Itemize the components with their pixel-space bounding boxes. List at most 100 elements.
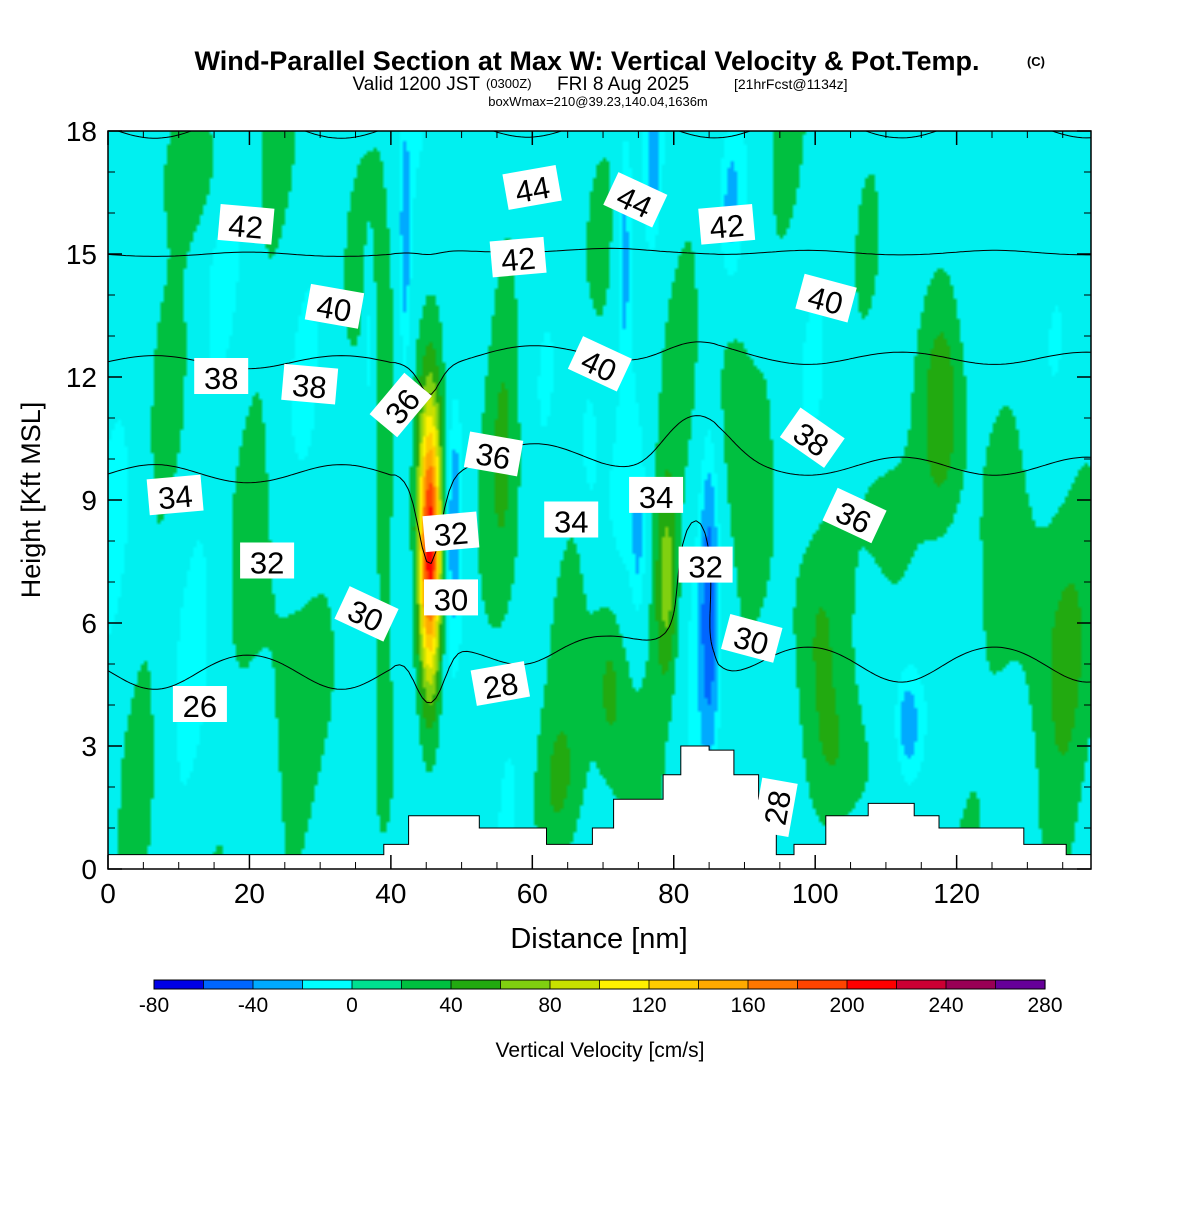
box-info: boxWmax=210@39.23,140.04,1636m	[488, 94, 708, 109]
y-tick-label: 18	[66, 116, 97, 147]
theta-label: 30	[721, 614, 783, 663]
colorbar-swatch	[253, 980, 304, 989]
chart-title-mark: (C)	[1027, 54, 1045, 69]
theta-label: 38	[779, 407, 845, 468]
x-tick-label: 40	[375, 878, 406, 909]
y-tick-label: 6	[81, 608, 97, 639]
x-axis-label: Distance [nm]	[510, 923, 687, 955]
theta-label: 32	[422, 511, 480, 553]
colorbar-swatch	[154, 980, 205, 989]
x-tick-label: 20	[234, 878, 265, 909]
theta-label-text: 40	[314, 289, 354, 329]
theta-label-text: 38	[204, 361, 238, 396]
theta-label-text: 42	[500, 241, 537, 279]
theta-label-text: 28	[758, 788, 798, 828]
colorbar-swatch	[451, 980, 502, 989]
terrain	[108, 745, 1091, 869]
colorbar-tick-label: 120	[631, 994, 666, 1017]
theta-label: 38	[194, 358, 249, 396]
theta-label: 34	[629, 476, 684, 515]
theta-label: 42	[489, 236, 547, 279]
chart-title: Wind-Parallel Section at Max W: Vertical…	[195, 46, 980, 76]
theta-label-text: 42	[708, 208, 745, 246]
colorbar-swatch	[550, 980, 601, 989]
theta-label-text: 36	[473, 436, 513, 476]
theta-label-text: 38	[291, 368, 328, 406]
colorbar-tick-label: -80	[139, 994, 169, 1017]
y-tick-label: 0	[81, 854, 97, 885]
x-tick-label: 100	[792, 878, 839, 909]
theta-label-text: 34	[157, 478, 194, 516]
y-tick-label: 3	[81, 731, 97, 762]
theta-contour-26	[108, 520, 1091, 704]
theta-label: 26	[172, 686, 227, 724]
colorbar-label: Vertical Velocity [cm/s]	[496, 1039, 705, 1062]
colorbar-tick-label: 200	[829, 994, 864, 1017]
theta-label-text: 32	[688, 550, 722, 585]
theta-label: 40	[567, 336, 633, 392]
valid-prefix: Valid 1200 JST	[353, 74, 481, 95]
colorbar-tick-label: 280	[1027, 994, 1062, 1017]
theta-label: 40	[795, 273, 857, 323]
colorbar-swatch	[748, 980, 799, 989]
theta-label: 42	[217, 204, 275, 246]
colorbar-swatch	[599, 980, 650, 989]
theta-label-text: 28	[481, 666, 521, 706]
colorbar-swatch	[401, 980, 452, 989]
theta-label: 44	[502, 165, 562, 210]
colorbar-swatch	[896, 980, 947, 989]
theta-label-text: 34	[639, 480, 673, 515]
colorbar-swatch	[302, 980, 353, 989]
theta-label: 28	[470, 661, 531, 706]
theta-label: 38	[281, 363, 339, 406]
colorbar-swatch	[946, 980, 997, 989]
colorbar-swatch	[847, 980, 898, 989]
theta-contour-29	[108, 247, 1091, 257]
colorbar-swatch	[352, 980, 403, 989]
theta-label-text: 32	[250, 546, 284, 581]
y-tick-label: 15	[66, 239, 97, 270]
x-tick-label: 0	[100, 878, 116, 909]
x-tick-label: 120	[933, 878, 980, 909]
theta-contour-27	[108, 415, 1091, 565]
colorbar-swatch	[500, 980, 551, 989]
theta-label: 40	[304, 283, 365, 329]
valid-forecast: [21hrFcst@1134z]	[734, 76, 848, 92]
theta-label: 34	[146, 474, 204, 516]
theta-label-text: 44	[513, 170, 553, 210]
y-tick-label: 12	[66, 362, 97, 393]
valid-date: FRI 8 Aug 2025	[557, 74, 689, 95]
theta-label-text: 34	[554, 505, 588, 540]
colorbar-swatch	[698, 980, 749, 989]
colorbar: -80 -40 0 40 80 120 160 200 240 280	[139, 979, 1063, 1017]
theta-label: 32	[240, 542, 295, 581]
x-tick-label: 60	[517, 878, 548, 909]
theta-label: 32	[678, 546, 733, 585]
theta-label: 30	[424, 579, 478, 617]
colorbar-swatch	[649, 980, 700, 989]
theta-label-text: 30	[434, 582, 468, 617]
theta-label-text: 32	[432, 515, 469, 553]
colorbar-swatch	[203, 980, 254, 989]
colorbar-swatch	[995, 980, 1046, 989]
colorbar-tick-label: 80	[538, 994, 561, 1017]
colorbar-tick-label: 240	[928, 994, 963, 1017]
theta-label-text: 42	[227, 208, 264, 246]
y-tick-label: 9	[81, 485, 97, 516]
colorbar-tick-label: 40	[439, 994, 462, 1017]
valid-utc: (0300Z)	[486, 76, 532, 91]
theta-label: 28	[752, 777, 798, 838]
x-tick-label: 80	[658, 878, 689, 909]
colorbar-tick-label: 160	[730, 994, 765, 1017]
colorbar-swatch	[797, 980, 848, 989]
theta-label-text: 26	[183, 689, 217, 724]
theta-label: 42	[698, 204, 756, 246]
y-axis-label: Height [Kft MSL]	[16, 402, 46, 599]
colorbar-tick-label: 0	[346, 994, 358, 1017]
theta-label: 36	[463, 431, 524, 477]
